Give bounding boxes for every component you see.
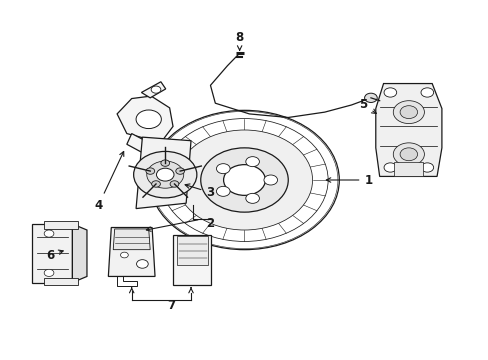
Polygon shape	[72, 224, 87, 283]
Polygon shape	[44, 278, 78, 285]
Circle shape	[145, 168, 154, 174]
Circle shape	[176, 168, 184, 174]
Circle shape	[44, 269, 54, 276]
Circle shape	[133, 152, 197, 198]
Polygon shape	[117, 96, 173, 143]
Circle shape	[216, 164, 229, 174]
Text: 5: 5	[359, 99, 376, 113]
Polygon shape	[32, 224, 72, 283]
Circle shape	[170, 181, 179, 187]
Circle shape	[245, 193, 259, 203]
Circle shape	[151, 86, 161, 93]
Circle shape	[149, 111, 339, 249]
Polygon shape	[108, 228, 155, 276]
Text: 7: 7	[167, 298, 175, 311]
Text: 1: 1	[325, 174, 372, 186]
Circle shape	[156, 168, 174, 181]
Circle shape	[399, 148, 417, 161]
Polygon shape	[136, 137, 191, 208]
Polygon shape	[393, 162, 423, 176]
Circle shape	[420, 163, 433, 172]
Polygon shape	[177, 237, 207, 265]
Text: 2: 2	[206, 217, 214, 230]
Polygon shape	[172, 235, 211, 285]
Circle shape	[383, 88, 396, 97]
Circle shape	[201, 148, 287, 212]
Circle shape	[223, 165, 265, 195]
Circle shape	[151, 181, 160, 187]
Circle shape	[392, 101, 424, 123]
Polygon shape	[126, 134, 153, 152]
Text: 6: 6	[46, 248, 63, 261]
Circle shape	[364, 93, 376, 103]
Circle shape	[264, 175, 277, 185]
Polygon shape	[141, 82, 165, 98]
Polygon shape	[113, 229, 150, 249]
Circle shape	[120, 252, 128, 258]
Circle shape	[176, 130, 312, 230]
Circle shape	[420, 88, 433, 97]
Circle shape	[392, 143, 424, 166]
Circle shape	[44, 230, 54, 237]
Circle shape	[216, 186, 229, 196]
Circle shape	[161, 160, 169, 166]
Polygon shape	[44, 221, 78, 229]
Circle shape	[399, 106, 417, 118]
Polygon shape	[375, 84, 441, 176]
Circle shape	[136, 260, 148, 268]
Circle shape	[383, 163, 396, 172]
Text: 3: 3	[185, 184, 214, 199]
Circle shape	[136, 110, 161, 129]
Circle shape	[245, 157, 259, 167]
Text: 4: 4	[94, 152, 123, 212]
Text: 8: 8	[235, 31, 243, 50]
Circle shape	[146, 161, 183, 188]
